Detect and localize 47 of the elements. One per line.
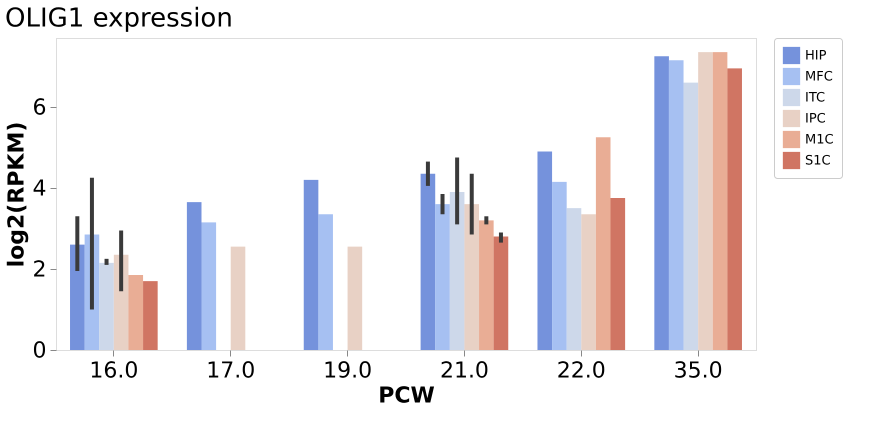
- x-tick-label: 21.0: [440, 358, 489, 384]
- bar: [537, 151, 552, 350]
- bar: [610, 198, 626, 350]
- bar: [494, 236, 508, 350]
- bar: [450, 192, 464, 350]
- legend-label: IPC: [805, 112, 826, 126]
- y-tick-label: 4: [32, 176, 46, 202]
- legend-label: ITC: [805, 90, 826, 106]
- bar: [143, 281, 158, 350]
- bar: [464, 204, 480, 350]
- x-tick-label: 16.0: [89, 358, 138, 384]
- bar: [99, 262, 114, 350]
- x-axis-title: PCW: [378, 384, 435, 408]
- x-tick-label: 17.0: [206, 358, 256, 384]
- bar: [712, 52, 728, 350]
- bar: [479, 220, 494, 350]
- bar: [435, 204, 450, 350]
- y-tick-label: 6: [32, 95, 46, 120]
- bar: [318, 214, 333, 350]
- bar: [420, 174, 436, 350]
- bar: [128, 275, 144, 350]
- bar: [348, 246, 362, 350]
- legend-label: S1C: [805, 154, 831, 168]
- bar: [201, 222, 216, 350]
- bar: [70, 244, 85, 350]
- bar: [654, 56, 669, 350]
- chart-title: OLIG1 expression: [5, 4, 233, 34]
- x-tick-label: 19.0: [323, 358, 372, 384]
- bar: [186, 202, 202, 350]
- legend-label: M1C: [805, 132, 834, 148]
- bar: [727, 68, 742, 350]
- legend-label: MFC: [805, 70, 833, 84]
- bar: [596, 137, 611, 350]
- y-tick-label: 0: [32, 338, 46, 364]
- y-tick-label: 2: [32, 257, 46, 282]
- bar: [698, 52, 713, 350]
- bar: [668, 60, 684, 350]
- bar: [566, 208, 582, 350]
- bar: [304, 180, 318, 350]
- x-tick-label: 35.0: [674, 358, 723, 384]
- bar: [230, 246, 246, 350]
- bar: [552, 182, 567, 350]
- x-tick-label: 22.0: [556, 358, 606, 384]
- bar: [684, 82, 698, 350]
- bar: [581, 214, 596, 350]
- legend-label: HIP: [805, 48, 827, 64]
- y-axis-title: log2(RPKM): [4, 122, 30, 268]
